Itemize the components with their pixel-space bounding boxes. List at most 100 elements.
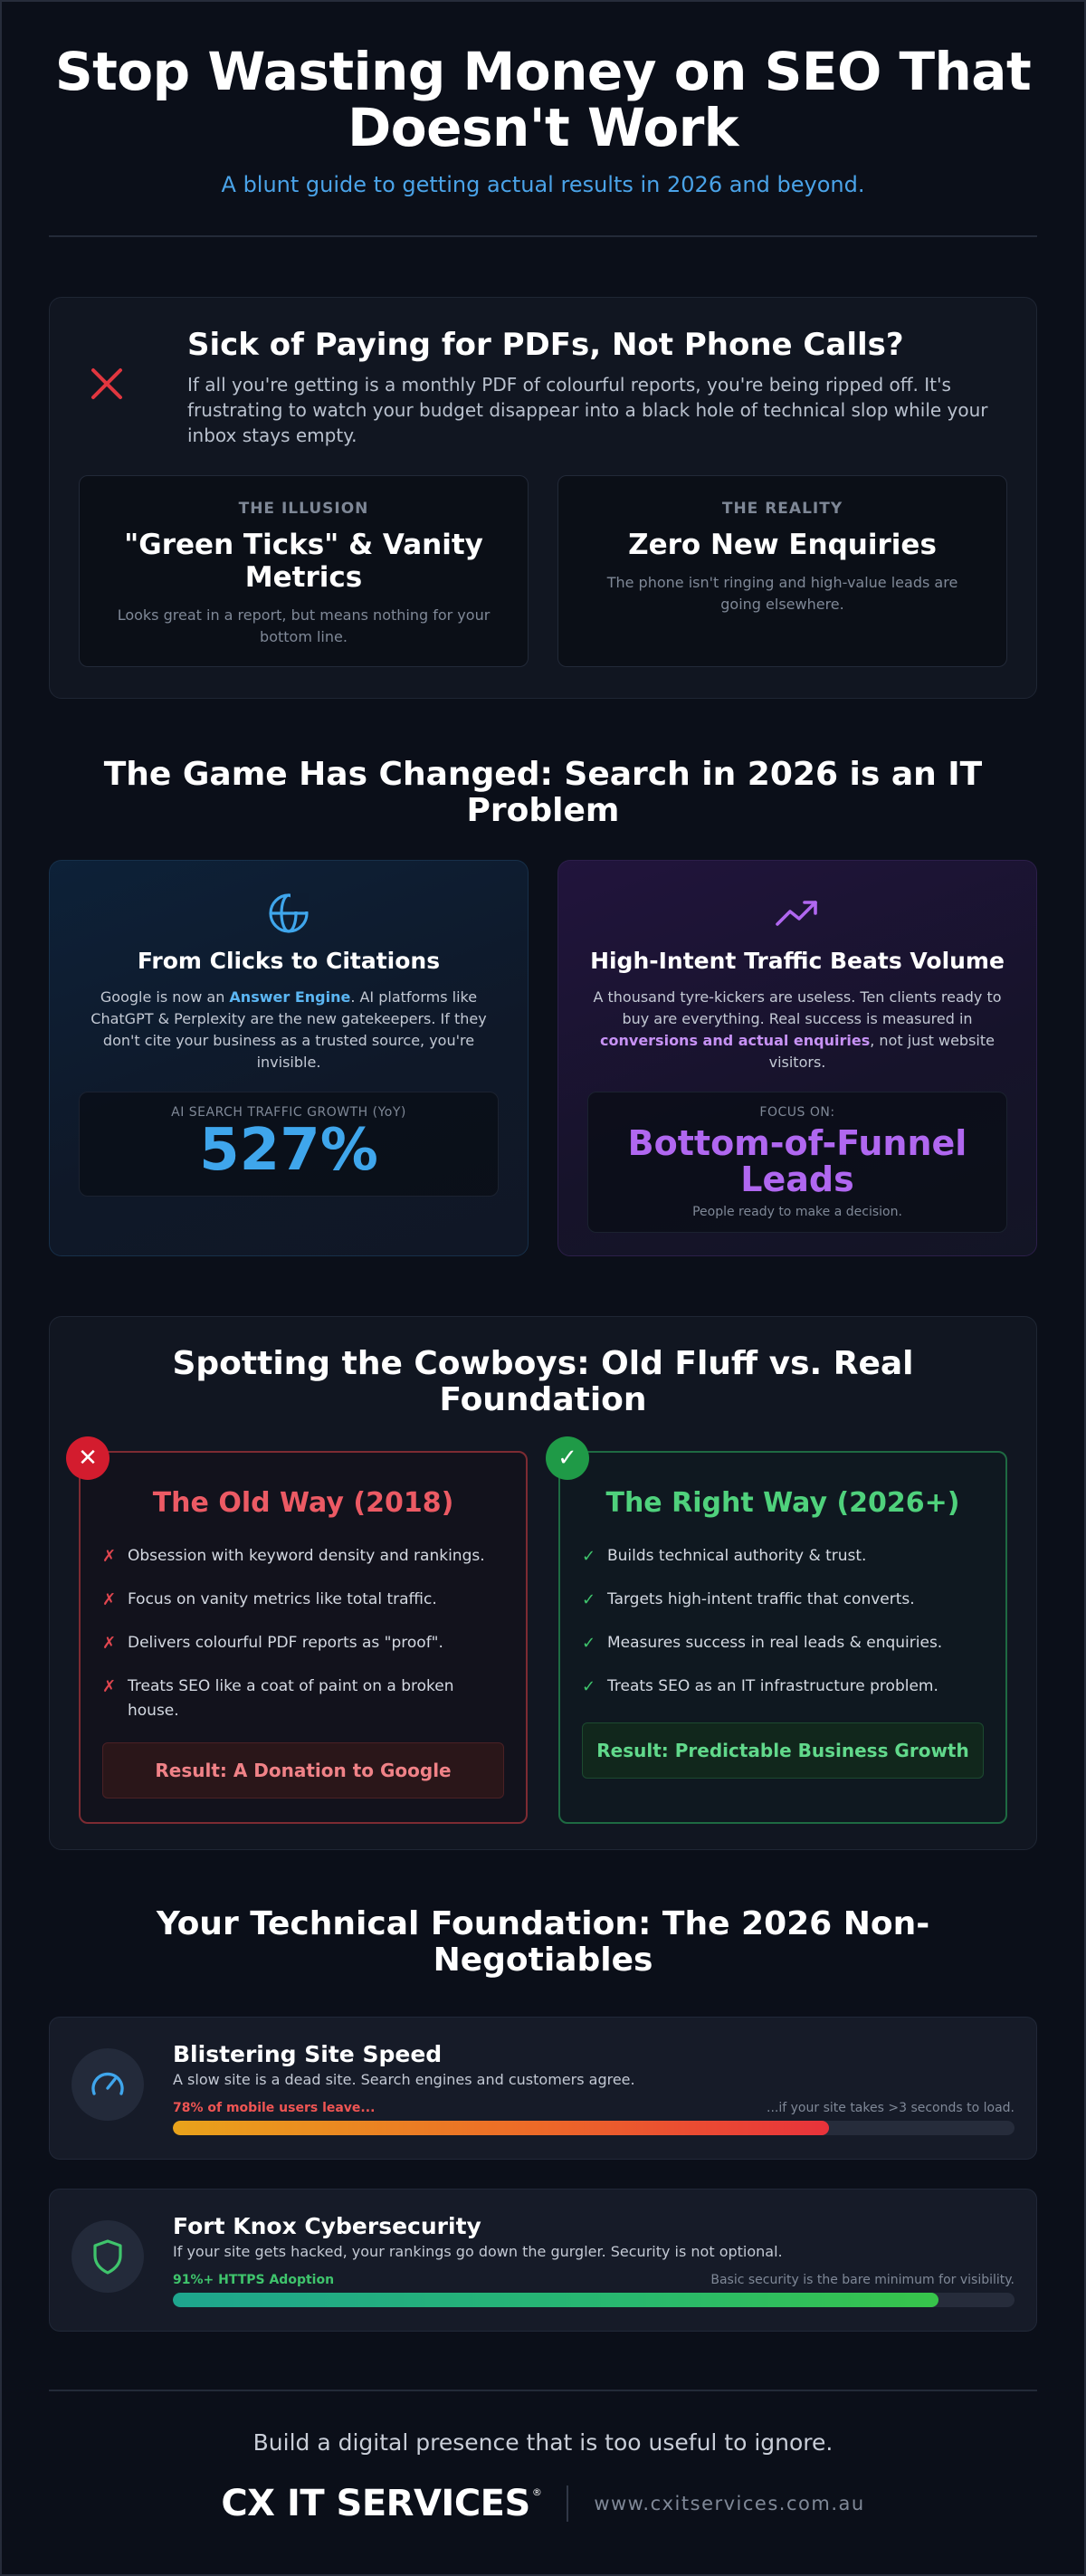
cross-icon: ✗ (102, 1547, 117, 1566)
list-item: ✗ Focus on vanity metrics like total traf… (102, 1588, 504, 1612)
list-item-text: Focus on vanity metrics like total traff… (128, 1590, 437, 1608)
pdf-problem-card: Sick of Paying for PDFs, Not Phone Calls… (49, 297, 1037, 699)
globe-icon (269, 893, 309, 933)
focus-note: People ready to make a decision. (692, 1205, 902, 1219)
speedometer-icon-wrap (71, 2048, 144, 2121)
registered-mark: ® (531, 2486, 542, 2498)
ai-traffic-metric: AI SEARCH TRAFFIC GROWTH (YoY) 527% (79, 1092, 499, 1197)
citations-text-part: . AI platforms like ChatGPT & Perplexity… (90, 988, 487, 1071)
illusion-box: THE ILLUSION "Green Ticks" & Vanity Metr… (79, 475, 529, 667)
security-progress-track (173, 2293, 1015, 2307)
illusion-text: Looks great in a report, but means nothi… (117, 606, 491, 645)
list-item-text: Obsession with keyword density and ranki… (128, 1547, 485, 1565)
footer-brand-row: CX IT SERVICES ® www.cxitservices.com.au (49, 2483, 1037, 2524)
focus-metric: FOCUS ON: Bottom-of-Funnel Leads People … (587, 1092, 1007, 1233)
section-heading: Spotting the Cowboys: Old Fluff vs. Real… (172, 1345, 914, 1418)
speed-bar-label: 78% of mobile users leave... (173, 2101, 376, 2115)
list-item: ✓ Builds technical authority & trust. (582, 1544, 984, 1569)
intent-text-part: , not just website visitors. (768, 1032, 995, 1071)
cross-icon: ✗ (102, 1590, 117, 1609)
focus-value: Bottom-of-Funnel Leads (627, 1123, 967, 1199)
reality-heading: Zero New Enquiries (628, 529, 937, 561)
security-progress-fill (173, 2293, 939, 2307)
check-icon: ✓ (582, 1677, 596, 1696)
footer-tagline: Build a digital presence that is too use… (252, 2429, 834, 2456)
page-subtitle: A blunt guide to getting actual results … (221, 172, 865, 197)
divider (49, 235, 1037, 237)
list-item: ✓ Targets high-intent traffic that conver… (582, 1588, 984, 1612)
citations-text: Google is now an Answer Engine. AI platf… (79, 987, 499, 1073)
intent-text: A thousand tyre-kickers are useless. Ten… (587, 987, 1007, 1073)
cross-icon: ✗ (102, 1677, 117, 1696)
old-way-list: ✗ Obsession with keyword density and rank… (102, 1544, 504, 1723)
reality-eyebrow: THE REALITY (721, 500, 843, 518)
divider (567, 2485, 569, 2522)
list-item-text: Delivers colourful PDF reports as "proof… (128, 1634, 443, 1652)
speed-bar-note: ...if your site takes >3 seconds to load… (767, 2101, 1015, 2115)
new-way-panel: ✓ The Right Way (2026+) ✓ Builds technica… (546, 1436, 1007, 1824)
section-heading: The Game Has Changed: Search in 2026 is … (103, 756, 983, 829)
intent-card: High-Intent Traffic Beats Volume A thous… (557, 860, 1037, 1256)
illusion-heading: "Green Ticks" & Vanity Metrics (124, 529, 483, 594)
x-icon (91, 368, 122, 399)
speed-bar-labels: 78% of mobile users leave... ...if your … (173, 2101, 1015, 2115)
old-way-result: Result: A Donation to Google (102, 1742, 504, 1798)
check-icon: ✓ (546, 1436, 589, 1480)
list-item-text: Targets high-intent traffic that convert… (607, 1590, 915, 1608)
trending-up-icon (776, 901, 817, 926)
old-way-panel: ✕ The Old Way (2018) ✗ Obsession with key… (66, 1436, 528, 1824)
website-url[interactable]: www.cxitservices.com.au (594, 2493, 865, 2514)
speed-progress-track (173, 2121, 1015, 2135)
illusion-reality-row: THE ILLUSION "Green Ticks" & Vanity Metr… (79, 475, 1007, 667)
citations-card: From Clicks to Citations Google is now a… (49, 860, 529, 1256)
cybersecurity-card: Fort Knox Cybersecurity If your site get… (49, 2189, 1037, 2332)
shield-icon-wrap (71, 2220, 144, 2293)
speed-text: A slow site is a dead site. Search engin… (173, 2071, 635, 2088)
speed-progress-fill (173, 2121, 830, 2135)
reality-box: THE REALITY Zero New Enquiries The phone… (557, 475, 1007, 667)
list-item-text: Measures success in real leads & enquiri… (607, 1634, 943, 1652)
list-item-text: Builds technical authority & trust. (607, 1547, 867, 1565)
brand-logo-text: CX IT SERVICES (221, 2483, 530, 2524)
new-way-heading: The Right Way (2026+) (605, 1487, 960, 1519)
brand-logo: CX IT SERVICES ® (221, 2483, 541, 2524)
security-bar-label: 91%+ HTTPS Adoption (173, 2273, 335, 2287)
list-item-text: Treats SEO as an IT infrastructure probl… (607, 1677, 938, 1695)
cowboys-comparison-card: Spotting the Cowboys: Old Fluff vs. Real… (49, 1316, 1037, 1850)
illusion-eyebrow: THE ILLUSION (238, 500, 369, 518)
intent-text-part: A thousand tyre-kickers are useless. Ten… (593, 988, 1002, 1027)
check-icon: ✓ (582, 1547, 596, 1566)
new-way-result: Result: Predictable Business Growth (582, 1722, 984, 1779)
reality-text: The phone isn't ringing and high-value l… (606, 574, 958, 613)
security-bar-note: Basic security is the bare minimum for v… (710, 2273, 1015, 2287)
hero: Stop Wasting Money on SEO That Doesn't W… (49, 2, 1037, 197)
citations-heading: From Clicks to Citations (137, 948, 441, 974)
metric-label: AI SEARCH TRAFFIC GROWTH (YoY) (171, 1105, 406, 1120)
security-heading: Fort Knox Cybersecurity (173, 2213, 481, 2239)
metric-value: 527% (199, 1117, 378, 1184)
list-item: ✗ Treats SEO like a coat of paint on a br… (102, 1674, 504, 1723)
list-item: ✓ Treats SEO as an IT infrastructure prob… (582, 1674, 984, 1699)
site-speed-card: Blistering Site Speed A slow site is a d… (49, 2017, 1037, 2160)
citations-text-part: Google is now an (100, 988, 230, 1006)
security-bar-labels: 91%+ HTTPS Adoption Basic security is th… (173, 2273, 1015, 2287)
list-item: ✗ Delivers colourful PDF reports as "proo… (102, 1631, 504, 1655)
intent-heading: High-Intent Traffic Beats Volume (590, 948, 1005, 974)
close-icon: ✕ (66, 1436, 110, 1480)
conversions-highlight: conversions and actual enquiries (600, 1032, 871, 1049)
section-heading: Your Technical Foundation: The 2026 Non-… (156, 1905, 930, 1979)
section-body: If all you're getting is a monthly PDF o… (187, 374, 988, 446)
answer-engine-highlight: Answer Engine (229, 988, 351, 1006)
page-title: Stop Wasting Money on SEO That Doesn't W… (54, 41, 1032, 158)
comparison-row: ✕ The Old Way (2018) ✗ Obsession with key… (66, 1436, 1007, 1824)
section-heading: Sick of Paying for PDFs, Not Phone Calls… (187, 327, 904, 363)
list-item: ✓ Measures success in real leads & enquir… (582, 1631, 984, 1655)
shield-icon (93, 2239, 122, 2275)
divider (49, 2390, 1037, 2391)
old-way-heading: The Old Way (2018) (152, 1487, 454, 1519)
check-icon: ✓ (582, 1590, 596, 1609)
speed-heading: Blistering Site Speed (173, 2041, 443, 2067)
new-way-list: ✓ Builds technical authority & trust. ✓ Ta… (582, 1544, 984, 1699)
check-icon: ✓ (582, 1634, 596, 1653)
